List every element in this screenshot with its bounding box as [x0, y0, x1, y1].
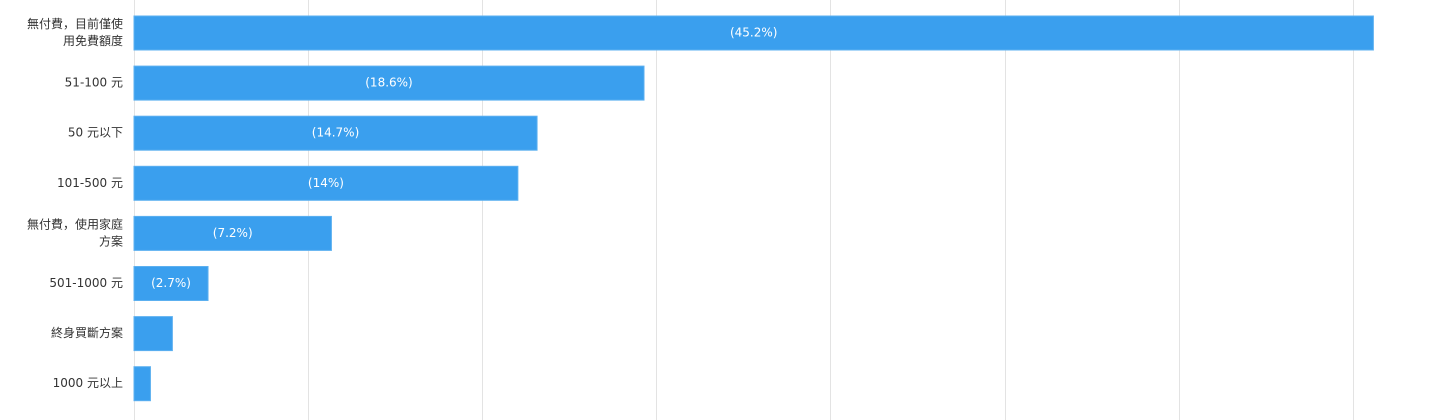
category-label-line: 用免費額度	[63, 33, 123, 48]
category-label: 501-1000 元	[49, 276, 123, 290]
category-label-line: 101-500 元	[57, 176, 123, 190]
bar	[133, 65, 645, 101]
category-label-line: 無付費，目前僅使	[27, 16, 123, 31]
bar	[133, 115, 538, 151]
bar	[133, 366, 151, 402]
category-label: 無付費，使用家庭方案	[27, 216, 123, 248]
grid-lines	[134, 0, 1354, 420]
category-label-line: 51-100 元	[65, 76, 123, 90]
bar	[133, 15, 1374, 51]
category-label: 終身買斷方案	[51, 325, 123, 340]
category-label-line: 終身買斷方案	[51, 325, 123, 340]
category-label-line: 無付費，使用家庭	[27, 216, 123, 231]
category-label-line: 50 元以下	[68, 126, 123, 140]
category-label: 1000 元以上	[53, 376, 123, 390]
data-label: (7.2%)	[213, 226, 253, 240]
category-label: 無付費，目前僅使用免費額度	[27, 16, 123, 48]
category-label: 50 元以下	[68, 126, 123, 140]
data-label: (14%)	[308, 176, 344, 190]
data-label: (18.6%)	[365, 76, 412, 90]
bar	[133, 215, 332, 251]
category-label-line: 方案	[99, 233, 123, 248]
bar	[133, 266, 209, 301]
data-label: (45.2%)	[730, 26, 777, 40]
data-label: (2.7%)	[151, 276, 191, 290]
data-labels: (45.2%) (18.6%) (14.7%) (14%) (7.2%) (2.7%)	[151, 26, 777, 291]
category-label: 51-100 元	[65, 76, 123, 90]
category-label-line: 501-1000 元	[49, 276, 123, 290]
category-label: 101-500 元	[57, 176, 123, 190]
bars	[133, 15, 1374, 402]
bar	[133, 165, 519, 201]
bar	[133, 316, 173, 352]
data-label: (14.7%)	[312, 126, 359, 140]
category-label-line: 1000 元以上	[53, 376, 123, 390]
